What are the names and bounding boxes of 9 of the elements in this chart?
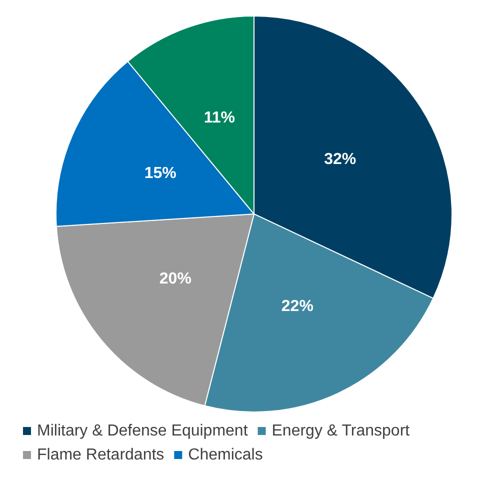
- data-label: 20%: [159, 270, 192, 288]
- legend-label: Chemicals: [188, 446, 263, 464]
- legend-label: Military & Defense Equipment: [37, 422, 248, 440]
- data-label: 22%: [281, 298, 314, 315]
- legend-label: Flame Retardants: [37, 446, 164, 464]
- data-label: 32%: [324, 150, 356, 168]
- data-label: 11%: [204, 110, 236, 127]
- data-label: 15%: [144, 164, 176, 182]
- legend-label: Energy & Transport: [272, 422, 410, 440]
